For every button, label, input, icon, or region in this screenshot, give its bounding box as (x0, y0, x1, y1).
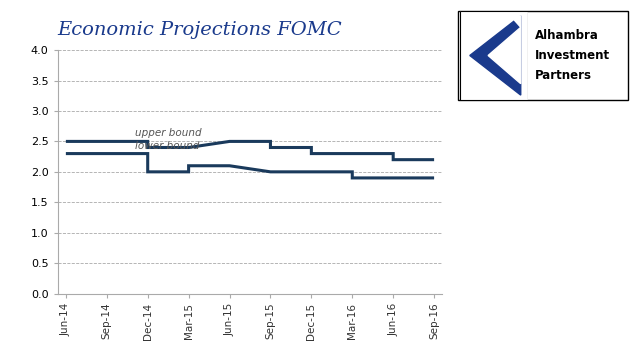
Polygon shape (488, 27, 520, 84)
Text: Economic Projections FOMC: Economic Projections FOMC (58, 21, 342, 39)
Text: lower bound: lower bound (135, 141, 200, 150)
Text: Investment: Investment (535, 49, 610, 62)
Text: Alhambra: Alhambra (535, 29, 599, 42)
Text: upper bound: upper bound (135, 128, 202, 138)
Text: Partners: Partners (535, 69, 592, 82)
Polygon shape (511, 16, 520, 27)
Polygon shape (470, 16, 520, 95)
